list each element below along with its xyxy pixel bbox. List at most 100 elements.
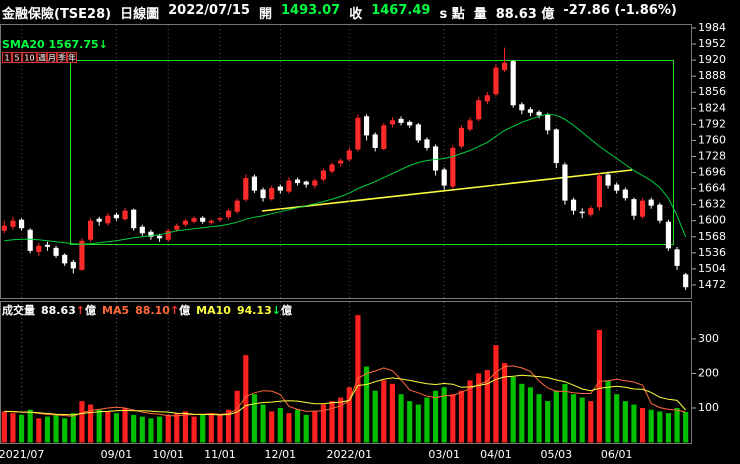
header-item: 金融保險(TSE28) (2, 7, 112, 22)
volume-bar (87, 404, 94, 443)
candle-body (467, 120, 473, 130)
candle-body (527, 109, 534, 113)
volume-bar (338, 397, 344, 443)
volume-bar (294, 409, 301, 443)
period-button[interactable] (67, 52, 77, 63)
x-tick-label: 2021/07 (0, 448, 44, 461)
ma-line (4, 113, 687, 245)
volume-bar (398, 394, 404, 443)
candle-body (174, 225, 180, 230)
volume-bar (648, 409, 654, 443)
volume-bar (105, 411, 111, 443)
candle-body (1, 225, 7, 231)
volume-bar (458, 390, 465, 443)
ma-line (4, 365, 686, 417)
y-tick-label: 1952 (698, 37, 726, 50)
y-tick-label: 1632 (698, 198, 726, 211)
annotation-box (70, 60, 674, 245)
legend-item: ↓ (272, 304, 281, 317)
candle-body (450, 147, 456, 187)
x-tick-label: 05/03 (540, 448, 572, 461)
volume-bar (18, 414, 25, 443)
candle-body (70, 261, 76, 269)
volume-bar (200, 414, 206, 443)
legend-item: MA10 (196, 304, 231, 317)
candle-body (122, 210, 128, 220)
header-item: 1467.49 (371, 3, 431, 18)
volume-bar (432, 390, 439, 443)
volume-bar (441, 387, 447, 443)
period-button[interactable] (37, 52, 47, 63)
volume-bar (363, 366, 370, 443)
candle-body (605, 174, 611, 186)
candle-body (441, 169, 447, 186)
candle-body (208, 220, 214, 223)
volume-bar (53, 414, 59, 443)
candle-body (165, 230, 171, 240)
x-tick-label: 03/01 (428, 448, 460, 461)
candle-body (156, 235, 163, 239)
candle-body (674, 249, 680, 266)
candle-body (389, 120, 396, 125)
candle-body (665, 221, 672, 249)
legend-item: MA5 (102, 304, 129, 317)
legend-item: 成交量 (2, 303, 35, 317)
candle-body (269, 188, 275, 200)
period-button[interactable] (47, 52, 57, 63)
candle-body (338, 160, 344, 164)
x-tick-label: 2022/01 (326, 448, 372, 461)
candle-body (432, 146, 439, 171)
period-button[interactable] (57, 52, 67, 63)
period-button[interactable] (22, 52, 37, 63)
volume-bar (614, 394, 620, 443)
legend-item: 88.10 (135, 304, 170, 317)
volume-bar (501, 363, 508, 443)
period-button[interactable] (2, 52, 12, 63)
y-tick-label: 1600 (698, 214, 726, 227)
volume-bar (191, 416, 197, 443)
volume-bar (148, 418, 154, 443)
volume-bar (657, 411, 663, 443)
y-tick-label: 1536 (698, 246, 726, 259)
candle-body (579, 211, 585, 214)
candle-body (545, 114, 551, 131)
volume-bar (665, 413, 672, 443)
candle-body (303, 181, 309, 185)
candle-body (96, 218, 102, 222)
candle-body (294, 179, 301, 184)
candle-body (10, 220, 16, 227)
volume-bar (631, 404, 637, 443)
legend-item: 億 (179, 303, 190, 317)
volume-bar (536, 394, 542, 443)
candle-body (398, 118, 404, 123)
volume-bar (450, 394, 456, 443)
x-tick-label: 11/01 (204, 448, 236, 461)
candle-body (519, 104, 525, 111)
volume-bar (208, 413, 214, 443)
volume-bar (570, 394, 577, 443)
period-label: 10 (24, 54, 34, 63)
candle-body (27, 229, 33, 251)
volume-bar (562, 383, 568, 443)
period-label: 1 (4, 54, 9, 63)
candle-body (320, 170, 327, 180)
candle-body (286, 180, 292, 192)
candle-body (476, 100, 482, 120)
legend-item: ↑ (170, 304, 179, 317)
volume-bar (588, 401, 594, 443)
candle-body (105, 215, 111, 224)
volume-bar (96, 409, 102, 443)
candle-body (415, 124, 421, 141)
trend-line (261, 169, 633, 212)
candle-body (501, 62, 508, 71)
header-item: -27.86 (-1.86%) (563, 3, 677, 18)
candle-body (200, 217, 206, 222)
y-tick-label: 1664 (698, 182, 726, 195)
volume-bar (165, 414, 171, 443)
volume-bar (70, 413, 76, 443)
candle-body (424, 139, 430, 148)
candle-body (113, 214, 120, 219)
candle-body (234, 200, 240, 212)
ma-line (4, 374, 687, 416)
volume-bar (329, 401, 335, 443)
